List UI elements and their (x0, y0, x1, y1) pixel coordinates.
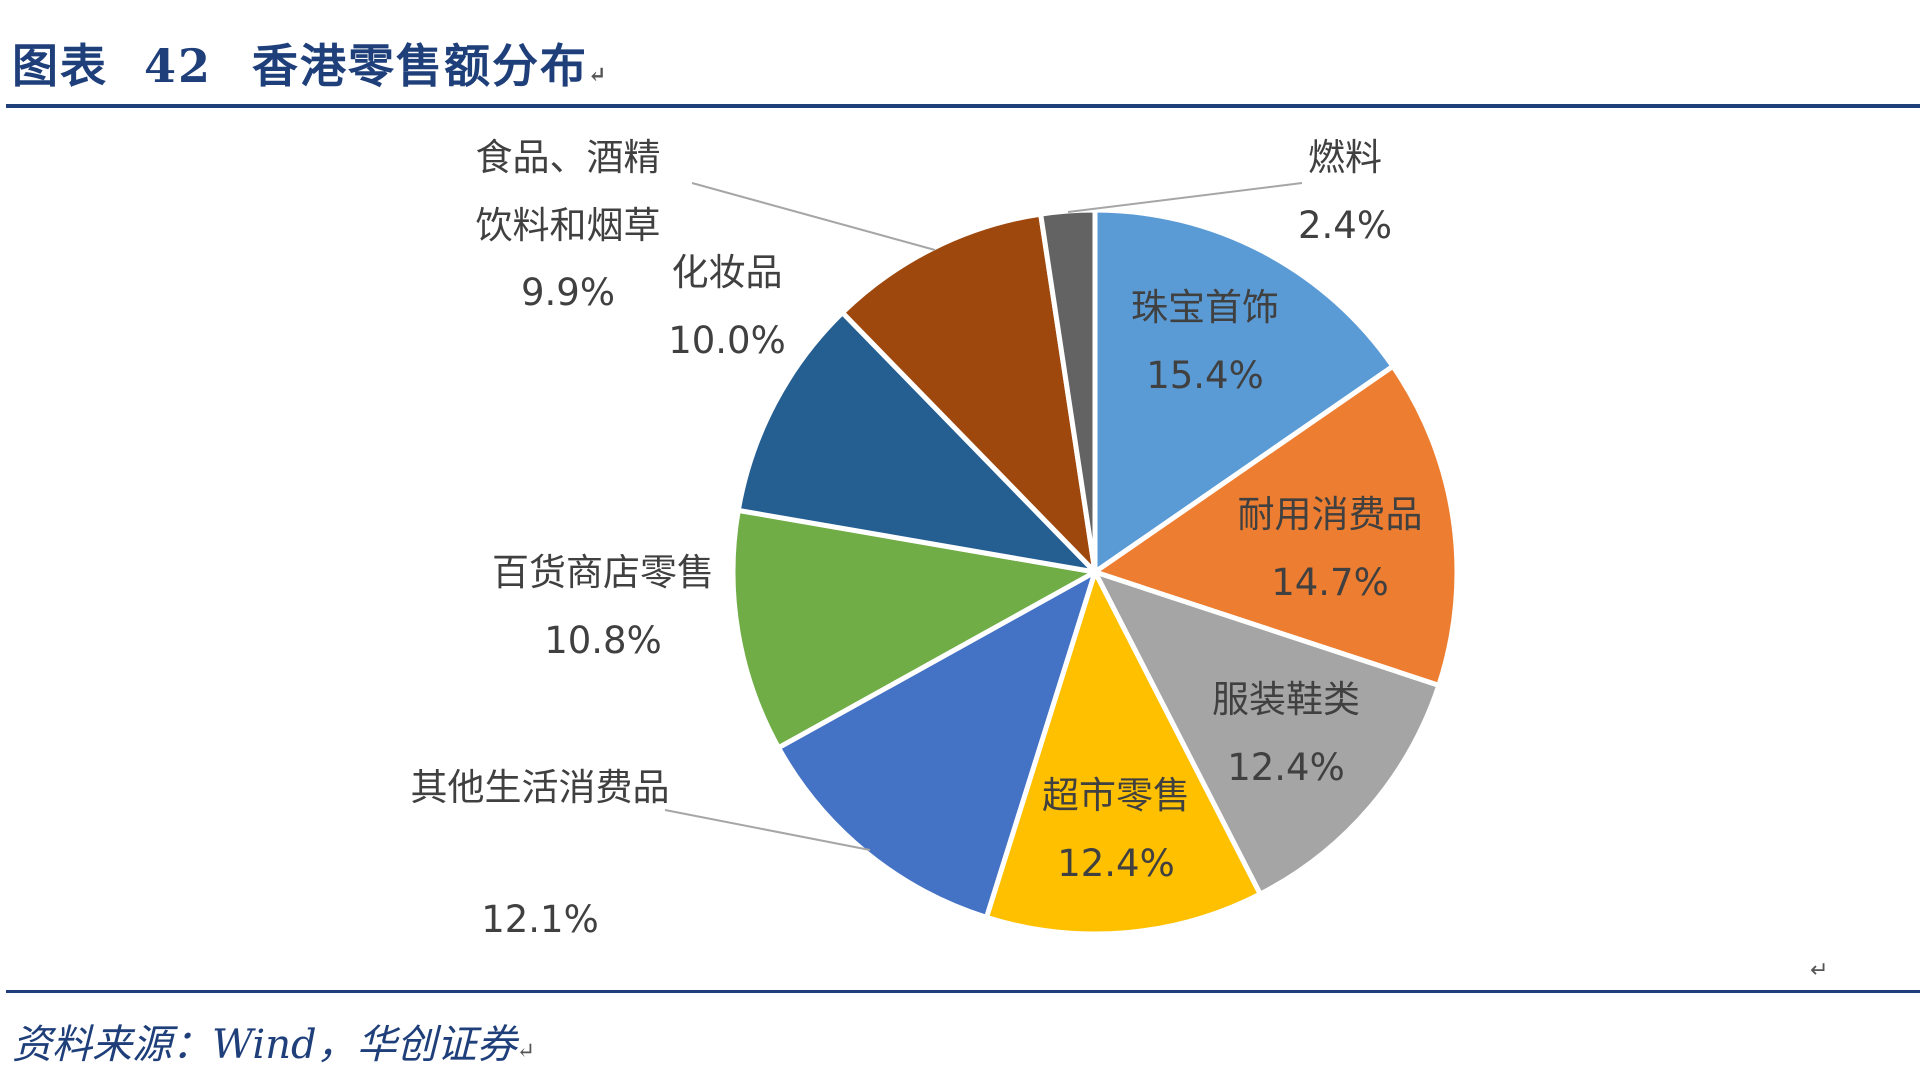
pie-slice (839, 211, 1098, 575)
leader-lines (664, 182, 1303, 851)
slice-category-label: 超市零售 (1042, 774, 1190, 817)
slice-value-label: 14.7% (1271, 561, 1389, 604)
slice-category-label: 饮料和烟草 (476, 204, 661, 247)
pie-chart: 珠宝首饰 15.4% 耐用消费品 14.7% 服装鞋类 12.4% 超市零售 12.4% 其他生… (410, 136, 1460, 941)
pie-slices (730, 207, 1460, 937)
pie-slice (983, 569, 1263, 937)
leader-line (691, 182, 936, 251)
pie-slice (735, 310, 1098, 575)
slice-category-label: 燃料 (1308, 136, 1382, 179)
slice-category-label: 其他生活消费品 (411, 766, 670, 809)
figure-header: 图表 42 香港零售额分布↵ (0, 0, 1920, 110)
slice-value-label: 15.4% (1146, 354, 1264, 397)
source-text: 资料来源：Wind，华创证券 (12, 1022, 517, 1068)
slice-category-label: 服装鞋类 (1212, 678, 1360, 721)
pie-slice (1038, 207, 1098, 575)
slice-value-label: 9.9% (521, 271, 615, 314)
leader-line (664, 809, 871, 851)
figure-title-number: 42 (144, 39, 213, 93)
pie-slice (1092, 363, 1460, 688)
slice-category-label: 耐用消费品 (1238, 493, 1423, 536)
pie-slice (730, 507, 1098, 751)
top-rule (6, 104, 1920, 108)
source-note: 资料来源：Wind，华创证券↵ (12, 1012, 535, 1070)
slice-category-label: 百货商店零售 (492, 551, 714, 594)
slice-category-label: 化妆品 (672, 251, 783, 294)
slice-category-label: 食品、酒精 (476, 136, 661, 179)
figure-title-text: 香港零售额分布 (252, 39, 589, 93)
pie-slice (776, 569, 1098, 920)
leader-line (1067, 182, 1303, 213)
slice-value-label: 2.4% (1298, 204, 1392, 247)
figure-title-prefix: 图表 (12, 39, 108, 93)
slice-category-label: 珠宝首饰 (1131, 286, 1279, 329)
slice-value-label: 10.0% (668, 319, 786, 362)
return-mark-icon: ↵ (588, 62, 609, 88)
slice-value-label: 12.4% (1057, 842, 1175, 885)
figure-title: 图表 42 香港零售额分布↵ (12, 30, 608, 96)
slice-value-label: 12.1% (481, 898, 599, 941)
slice-value-label: 10.8% (544, 619, 662, 662)
slice-value-label: 12.4% (1227, 746, 1345, 789)
pie-slice (1092, 207, 1396, 575)
return-mark-icon: ↵ (1810, 958, 1829, 983)
return-mark-icon: ↵ (516, 1039, 536, 1064)
bottom-rule (6, 990, 1920, 993)
pie-slice (1092, 569, 1442, 897)
slice-labels: 珠宝首饰 15.4% 耐用消费品 14.7% 服装鞋类 12.4% 超市零售 12.4% 其他生… (411, 136, 1423, 941)
